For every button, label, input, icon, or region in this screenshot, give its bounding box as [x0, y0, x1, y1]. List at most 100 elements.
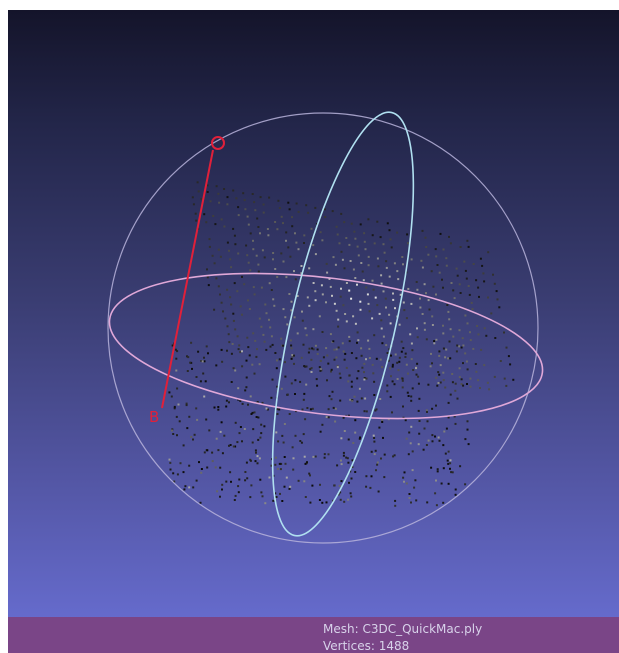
point [360, 354, 363, 357]
point [394, 504, 397, 507]
point [505, 384, 508, 387]
point [216, 490, 219, 493]
point [386, 384, 389, 387]
point [427, 299, 430, 302]
point [458, 329, 461, 332]
point [285, 239, 287, 242]
point [257, 438, 260, 441]
point [299, 380, 302, 383]
point [412, 369, 415, 371]
point [365, 475, 368, 478]
point [462, 384, 465, 387]
point [297, 479, 300, 482]
point [401, 379, 404, 382]
point [370, 450, 373, 453]
point [206, 191, 209, 193]
point [200, 360, 203, 362]
point [445, 257, 448, 260]
point [175, 415, 178, 418]
point [359, 223, 362, 226]
point [176, 350, 179, 353]
point [488, 388, 491, 391]
point [367, 255, 370, 258]
point [260, 325, 263, 328]
point [456, 344, 459, 347]
point [309, 474, 311, 477]
point [388, 229, 391, 232]
point [430, 270, 433, 273]
point [442, 248, 445, 251]
point [352, 315, 355, 318]
point [356, 331, 359, 334]
point [211, 460, 214, 463]
point [438, 350, 441, 353]
point [228, 401, 230, 404]
point [186, 355, 188, 358]
point [232, 445, 235, 448]
point [269, 345, 272, 348]
trackball-vertical-ring[interactable] [244, 101, 443, 547]
point [288, 208, 291, 211]
point [214, 466, 217, 469]
point [348, 243, 351, 246]
point [311, 347, 314, 350]
point [299, 440, 302, 442]
trackball-horizontal-ring[interactable] [101, 252, 550, 440]
point [418, 432, 421, 435]
point [446, 304, 449, 306]
point [247, 403, 249, 406]
point [318, 366, 321, 369]
point [327, 453, 330, 456]
point [458, 376, 461, 379]
point [312, 455, 315, 458]
point [466, 239, 469, 242]
point [251, 193, 254, 195]
point [348, 481, 350, 484]
point [301, 408, 304, 411]
point [285, 476, 288, 479]
point [272, 258, 274, 261]
point [221, 483, 224, 486]
point [361, 366, 364, 369]
point [326, 271, 329, 274]
scene-canvas[interactable]: O B [8, 10, 619, 653]
point [303, 392, 306, 395]
point [450, 282, 453, 284]
point [416, 362, 419, 365]
point [371, 279, 374, 282]
point [267, 234, 270, 237]
point [363, 377, 366, 379]
point [410, 258, 413, 261]
point [373, 334, 376, 337]
point [291, 446, 294, 449]
point [262, 203, 265, 206]
point [404, 352, 407, 355]
point [276, 359, 278, 362]
3d-viewport[interactable]: O B Mesh: C3DC_QuickMac.ply Vertices: 14… [8, 10, 619, 653]
point [445, 348, 448, 351]
point [229, 296, 232, 299]
point [182, 471, 185, 474]
point [350, 352, 353, 354]
point [274, 268, 277, 270]
bottom-marker: B [149, 408, 159, 426]
point [459, 292, 462, 294]
point [393, 454, 396, 457]
point [227, 333, 230, 336]
point [243, 283, 246, 286]
trackball-sphere[interactable] [107, 112, 539, 544]
point [283, 485, 286, 488]
point [257, 270, 260, 273]
point [268, 476, 271, 479]
point [411, 349, 414, 352]
point [451, 471, 454, 474]
point [358, 437, 361, 440]
point [195, 479, 198, 482]
point [308, 304, 311, 307]
point [333, 348, 336, 351]
point [196, 181, 199, 184]
point [345, 320, 348, 323]
point [195, 219, 198, 222]
point [237, 214, 240, 217]
point [211, 451, 214, 454]
